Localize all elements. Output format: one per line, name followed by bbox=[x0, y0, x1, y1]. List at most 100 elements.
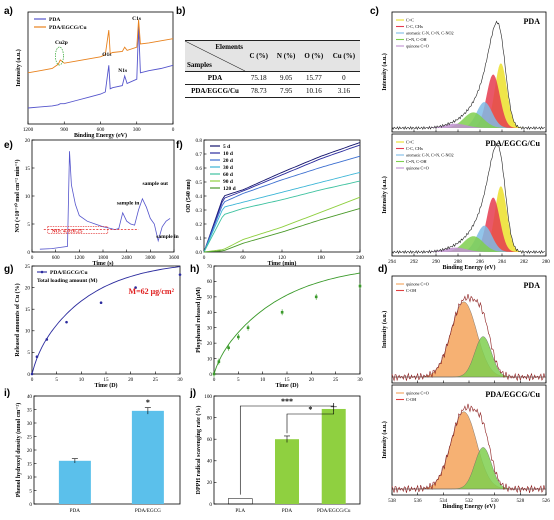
x-axis-label: Time (D) bbox=[94, 382, 117, 389]
x-tick-label: 600 bbox=[52, 255, 60, 261]
y-axis-label: Released amounts of Cu (%) bbox=[14, 283, 21, 356]
panel-label-e: e) bbox=[4, 140, 13, 151]
panel-label-c: c) bbox=[370, 6, 379, 17]
legend-label: quinone C=O bbox=[406, 391, 429, 396]
series-line-10d bbox=[203, 144, 361, 253]
y-tick-label: 0.1 bbox=[196, 236, 203, 242]
x-tick-label: 20 bbox=[309, 377, 315, 383]
y-axis-label: Intensity (a.u.) bbox=[381, 176, 388, 214]
legend-label: aromatic C-N, C=N, C-NO2 bbox=[406, 31, 454, 37]
panel-label-f: f) bbox=[176, 140, 183, 151]
y-tick-label: 15 bbox=[27, 461, 33, 467]
x-tick-label: 900 bbox=[60, 127, 68, 133]
plot-frame bbox=[391, 11, 547, 133]
legend-label: quinone C=O bbox=[406, 44, 429, 49]
y-tick-label: 0.2 bbox=[196, 222, 203, 228]
fit-component-3 bbox=[392, 112, 546, 128]
x-tick-label: 532 bbox=[465, 498, 473, 504]
peak-annotation: N1s bbox=[118, 68, 127, 74]
significance-marker: * bbox=[308, 405, 312, 414]
x-tick-label: 0 bbox=[31, 255, 34, 261]
x-tick-label: 120 bbox=[278, 255, 286, 261]
y-tick-label: 0.3 bbox=[196, 208, 203, 214]
x-axis-label: Binding Energy (eV) bbox=[74, 132, 127, 139]
y-tick-label: 10 bbox=[25, 329, 31, 335]
x-tick-label: 5 bbox=[237, 377, 240, 383]
series-line-90d bbox=[203, 196, 361, 253]
legend-label: 30 d bbox=[223, 165, 233, 171]
x-tick-label: 240 bbox=[356, 255, 364, 261]
x-tick-label: 15 bbox=[284, 377, 290, 383]
series-line-pda bbox=[27, 25, 174, 109]
y-tick-label: 0.7 bbox=[196, 152, 203, 158]
x-tick-label: 3000 bbox=[145, 255, 156, 261]
x-tick-label: 1200 bbox=[74, 255, 85, 261]
x-tick-label: 536 bbox=[414, 498, 422, 504]
data-point bbox=[237, 335, 240, 339]
x-tick-label: 0 bbox=[213, 377, 216, 383]
y-tick-label: 20 bbox=[207, 341, 213, 347]
y-tick-label: 20 bbox=[27, 448, 33, 454]
x-tick-label: 530 bbox=[491, 498, 499, 504]
panel-label-h: h) bbox=[190, 264, 199, 275]
table-col-header: N (%) bbox=[272, 40, 300, 72]
x-tick-label: 538 bbox=[388, 498, 396, 504]
table-corner-header: Elements Samples bbox=[184, 40, 246, 72]
bar bbox=[321, 408, 346, 504]
data-point bbox=[35, 355, 39, 359]
x-tick-label: 180 bbox=[317, 255, 325, 261]
legend-label: PDA/EGCG/Cu bbox=[50, 270, 88, 276]
table-col-header: Cu (%) bbox=[327, 40, 360, 72]
y-tick-label: 20 bbox=[25, 138, 31, 144]
y-tick-label: 25 bbox=[25, 264, 31, 270]
legend-label: 60 d bbox=[223, 172, 233, 178]
bar bbox=[275, 439, 299, 504]
fit-component-0 bbox=[392, 63, 546, 129]
y-axis-label: Intensity (a.u.) bbox=[381, 421, 388, 459]
x-tick-label: 3600 bbox=[169, 255, 180, 261]
legend-label: 90 d bbox=[223, 179, 233, 185]
y-tick-label: 0.4 bbox=[196, 194, 203, 200]
y-axis-label: Intensity (a.u.) bbox=[381, 311, 388, 349]
y-axis-label: Phenol hydroxyl density (nmol cm⁻²) bbox=[15, 403, 22, 498]
peak-annotation: O1s bbox=[102, 52, 111, 58]
cu2p-highlight bbox=[55, 46, 64, 66]
panel-label-j: j) bbox=[189, 388, 196, 399]
x-tick-label: 5 bbox=[55, 377, 58, 383]
panel-label-i: i) bbox=[4, 388, 10, 399]
reference-label-box bbox=[47, 226, 109, 234]
y-tick-label: 100 bbox=[204, 394, 212, 400]
x-tick-label: 534 bbox=[439, 498, 447, 504]
x-tick-label: 294 bbox=[388, 259, 396, 265]
spectrum-envelope bbox=[391, 20, 545, 131]
legend-label: C=N, C-OH bbox=[406, 159, 427, 165]
composition-table: Elements Samples C (%) N (%) O (%) Cu (%… bbox=[184, 40, 360, 98]
x-tick-label: 292 bbox=[410, 259, 418, 265]
y-tick-label: 0 bbox=[29, 502, 32, 508]
y-tick-label: 30 bbox=[27, 421, 33, 427]
series-line-30d bbox=[203, 171, 361, 253]
x-tick-label: 15 bbox=[103, 377, 109, 383]
y-tick-label: 0 bbox=[27, 250, 30, 256]
bar bbox=[131, 410, 164, 504]
x-tick-label: 30 bbox=[357, 377, 363, 383]
spectrum-envelope bbox=[391, 142, 545, 255]
x-tick-label: 0 bbox=[31, 377, 34, 383]
legend-label: C=N, C-OH bbox=[406, 37, 427, 43]
series-line-60d bbox=[203, 180, 361, 253]
legend-label: quinone C=O bbox=[406, 166, 429, 171]
data-point bbox=[212, 372, 216, 376]
release-fit-line bbox=[31, 266, 181, 375]
legend-label: quinone C=O bbox=[406, 282, 429, 287]
data-point bbox=[30, 372, 34, 376]
y-axis-label: OD (540 nm) bbox=[185, 179, 192, 212]
data-point bbox=[358, 284, 362, 288]
x-tick-label: 60 bbox=[240, 255, 246, 261]
series-line-5d bbox=[203, 142, 361, 253]
y-tick-label: 80 bbox=[207, 415, 213, 421]
